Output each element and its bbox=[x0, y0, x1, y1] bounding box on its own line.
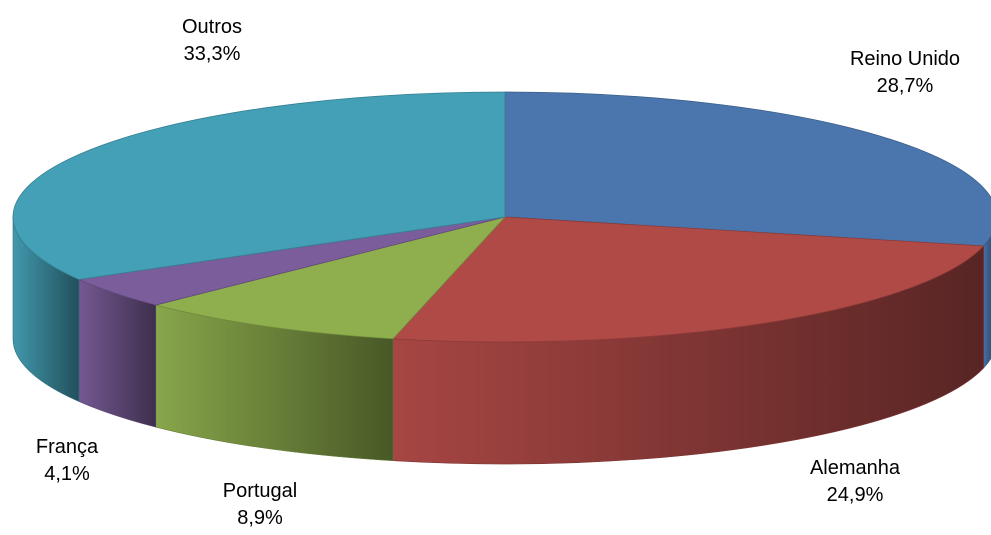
slice-top-portugal bbox=[155, 216, 507, 340]
slice-percent: 4,1% bbox=[44, 463, 90, 485]
slice-label-reino-unido: Reino Unido 28,7% bbox=[850, 46, 960, 100]
slice-label-portugal: Portugal 8,9% bbox=[223, 478, 298, 532]
slice-name: Reino Unido bbox=[849, 48, 961, 70]
slice-name: Outros bbox=[181, 16, 243, 38]
slice-name: França bbox=[35, 436, 99, 458]
slice-name: Portugal bbox=[222, 480, 298, 502]
slice-top-alemanha bbox=[392, 216, 985, 343]
slice-top-reino-unido bbox=[504, 91, 991, 247]
slice-percent: 24,9% bbox=[826, 484, 884, 506]
slice-name: Alemanha bbox=[809, 457, 901, 479]
slice-label-alemanha: Alemanha 24,9% bbox=[810, 455, 900, 509]
slice-percent: 28,7% bbox=[876, 75, 934, 97]
slice-percent: 33,3% bbox=[183, 43, 241, 65]
slice-label-franca: França 4,1% bbox=[36, 434, 98, 488]
slice-top-outros bbox=[12, 91, 506, 280]
slice-label-outros: Outros 33,3% bbox=[182, 14, 242, 68]
slice-percent: 8,9% bbox=[237, 507, 283, 529]
